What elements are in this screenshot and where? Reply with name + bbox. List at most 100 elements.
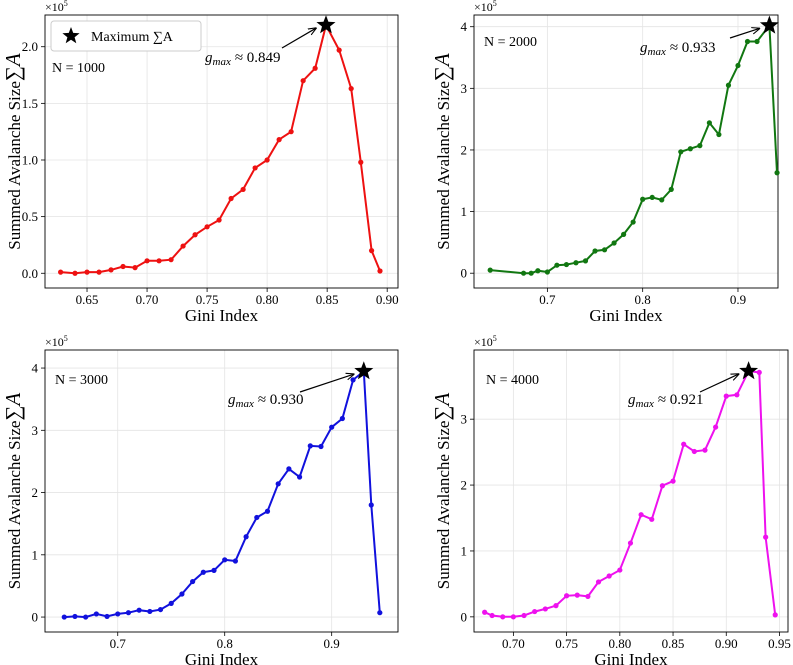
data-point	[734, 392, 740, 398]
x-axis-label: Gini Index	[185, 306, 259, 325]
data-point	[368, 502, 374, 508]
data-point	[318, 443, 324, 450]
y-tick-label: 2	[461, 142, 468, 157]
data-point	[553, 603, 559, 609]
x-tick-label: 0.8	[635, 292, 651, 307]
data-point	[368, 248, 375, 254]
x-tick-label: 0.75	[555, 636, 578, 651]
data-point	[713, 424, 719, 430]
x-tick-label: 0.80	[256, 292, 279, 307]
data-point	[670, 478, 676, 484]
data-point	[350, 377, 356, 383]
data-point	[487, 267, 493, 273]
data-point	[649, 516, 655, 522]
x-axis-label: Gini Index	[594, 650, 668, 665]
y-tick-label: 0	[461, 609, 468, 624]
data-point	[706, 120, 712, 126]
data-point	[307, 443, 313, 449]
data-point	[640, 196, 646, 202]
data-point	[348, 86, 354, 92]
annotation-arrow	[729, 28, 759, 39]
data-point	[774, 170, 780, 176]
data-point	[312, 65, 318, 71]
data-point	[84, 269, 90, 275]
y-tick-label: 1	[461, 204, 468, 219]
annotation: gmax ≈ 0.921	[628, 392, 704, 410]
legend-label: Maximum ∑A	[91, 30, 174, 45]
y-tick-label: 1	[32, 547, 39, 562]
data-point	[358, 159, 364, 165]
data-point	[725, 82, 732, 88]
data-point	[243, 534, 249, 540]
data-point	[681, 441, 687, 447]
max-star	[354, 361, 374, 380]
data-point	[544, 269, 550, 275]
plot-frame	[473, 14, 779, 289]
plot-frame	[44, 349, 399, 633]
annotation-arrow	[699, 374, 739, 393]
data-point	[638, 512, 644, 518]
data-point	[264, 157, 270, 163]
data-point	[72, 613, 78, 620]
y-multiplier: ×105	[474, 0, 497, 14]
data-point	[240, 186, 246, 193]
x-tick-label: 0.9	[730, 292, 746, 307]
data-point	[264, 508, 271, 514]
data-point	[595, 579, 602, 585]
y-multiplier-exp: 5	[493, 0, 497, 8]
annotation-sub: max	[236, 398, 254, 410]
data-point	[125, 610, 132, 616]
y-axis-label-text: Summed Avalanche Size	[5, 81, 24, 250]
max-star	[739, 361, 759, 380]
data-point	[621, 231, 627, 237]
data-point	[564, 593, 570, 599]
data-point	[136, 607, 142, 613]
y-tick-label: 0	[32, 610, 39, 625]
y-axis-label-symbol: ∑A	[430, 393, 454, 421]
data-point	[58, 269, 64, 275]
data-point	[649, 194, 655, 201]
y-axis-label-text: Summed Avalanche Size	[434, 81, 453, 250]
data-point	[83, 614, 89, 620]
y-axis-label: Summed Avalanche Size∑A	[430, 393, 454, 590]
data-point	[627, 540, 634, 546]
annotation-text: ≈ 0.930	[258, 392, 304, 408]
data-point	[72, 270, 78, 276]
data-point	[115, 611, 121, 617]
x-tick-label: 0.7	[539, 292, 556, 307]
y-axis-label-symbol: ∑A	[1, 393, 25, 421]
y-tick-label: 1	[461, 543, 468, 558]
data-point	[678, 149, 684, 155]
y-axis-label-text: Summed Avalanche Size	[434, 421, 453, 590]
y-multiplier-base: ×10	[474, 335, 493, 349]
y-tick-label: 4	[32, 361, 39, 376]
data-point	[104, 613, 110, 620]
data-point	[702, 447, 708, 453]
data-point	[336, 47, 342, 53]
data-point	[630, 219, 636, 225]
data-point	[144, 258, 150, 264]
data-point	[275, 481, 281, 487]
data-point	[574, 592, 580, 598]
y-tick-label: 0.0	[22, 266, 38, 281]
data-point	[606, 573, 612, 579]
data-point	[232, 558, 239, 564]
data-point	[563, 261, 570, 268]
panel-label: N = 1000	[52, 61, 105, 76]
data-point	[617, 567, 623, 573]
data-point	[300, 78, 306, 84]
annotation-text: ≈ 0.921	[658, 392, 704, 408]
data-point	[500, 614, 506, 620]
data-point	[687, 146, 693, 152]
data-point	[521, 612, 527, 619]
y-tick-label: 2.0	[22, 39, 38, 54]
data-point	[147, 608, 153, 615]
max-star	[316, 15, 336, 34]
y-multiplier: ×105	[474, 334, 497, 349]
y-tick-label: 1.5	[22, 96, 38, 111]
data-point	[296, 474, 303, 480]
x-tick-label: 0.85	[662, 636, 685, 651]
annotation-var: g	[205, 50, 213, 66]
data-point	[535, 268, 541, 274]
data-point	[61, 614, 67, 620]
